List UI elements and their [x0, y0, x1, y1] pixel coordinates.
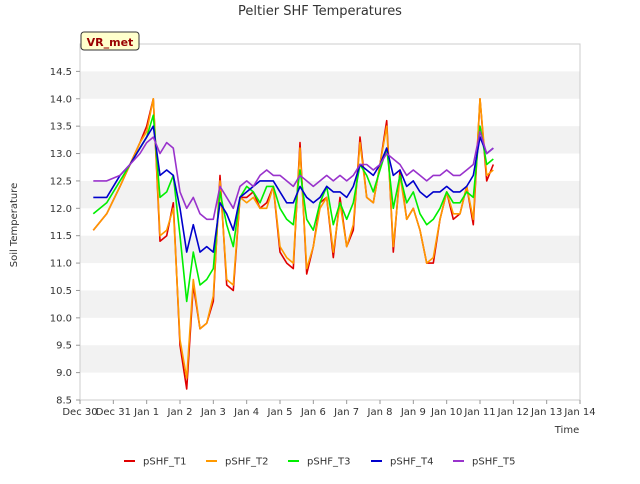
x-tick-label: Dec 31: [96, 407, 131, 418]
legend-label: pSHF_T5: [472, 457, 515, 468]
y-tick-label: 10.5: [50, 286, 72, 297]
badge-label: VR_met: [87, 36, 134, 49]
x-tick-label: Jan 10: [430, 407, 462, 418]
y-tick-label: 14.0: [50, 94, 72, 105]
x-tick-label: Jan 13: [530, 407, 562, 418]
legend-label: pSHF_T2: [225, 457, 268, 468]
series-line-pSHF_T3: [92, 114, 494, 303]
chart-title: Peltier SHF Temperatures: [238, 4, 402, 19]
x-tick-label: Jan 12: [497, 407, 529, 418]
x-axis-label: Time: [554, 425, 579, 436]
legend-label: pSHF_T1: [143, 457, 186, 468]
legend: pSHF_T1 pSHF_T2 pSHF_T3 pSHF_T4 pSHF_T5: [124, 457, 515, 468]
y-tick-label: 11.0: [50, 259, 72, 270]
legend-label: pSHF_T4: [390, 457, 433, 468]
x-tick-label: Dec 30: [62, 407, 97, 418]
grid-band: [80, 235, 580, 264]
x-tick-label: Jan 2: [167, 407, 193, 418]
y-axis-label: Soil Temperature: [9, 183, 20, 268]
x-tick-label: Jan 5: [267, 407, 293, 418]
y-axis-ticks: 8.5 9.0 9.5 10.0 10.5 11.0 11.5 12.0 12.5 13.0 13.…: [50, 67, 80, 407]
x-tick-label: Jan 9: [400, 407, 426, 418]
x-tick-label: Jan 6: [300, 407, 326, 418]
series-line-pSHF_T5: [93, 130, 494, 221]
series-line-pSHF_T2: [92, 98, 494, 379]
y-tick-label: 13.5: [50, 122, 72, 133]
grid-band: [80, 71, 580, 99]
y-tick-label: 9.5: [56, 341, 72, 352]
series-line-pSHF_T4: [93, 125, 494, 253]
series-lines: [92, 98, 495, 390]
y-tick-label: 14.5: [50, 67, 72, 78]
grid-band: [80, 290, 580, 318]
x-tick-label: Jan 7: [333, 407, 359, 418]
x-tick-label: Jan 1: [133, 407, 159, 418]
badge-box: [80, 31, 140, 51]
plot-area: [79, 43, 581, 401]
y-tick-label: 12.0: [50, 204, 72, 215]
y-tick-label: 10.0: [50, 313, 72, 324]
legend-label: pSHF_T3: [307, 457, 350, 468]
y-tick-label: 9.0: [56, 368, 72, 379]
x-tick-label: Jan 4: [233, 407, 259, 418]
x-tick-label: Jan 11: [463, 407, 495, 418]
x-tick-label: Jan 8: [367, 407, 393, 418]
y-tick-label: 12.5: [50, 176, 72, 187]
vr-met-badge: VR_met: [80, 31, 140, 51]
grid-band: [80, 345, 580, 373]
x-tick-label: Jan 3: [200, 407, 226, 418]
y-tick-label: 11.5: [50, 231, 72, 242]
y-tick-label: 8.5: [56, 396, 72, 407]
y-tick-label: 13.0: [50, 149, 72, 160]
x-tick-label: Jan 14: [563, 407, 595, 418]
